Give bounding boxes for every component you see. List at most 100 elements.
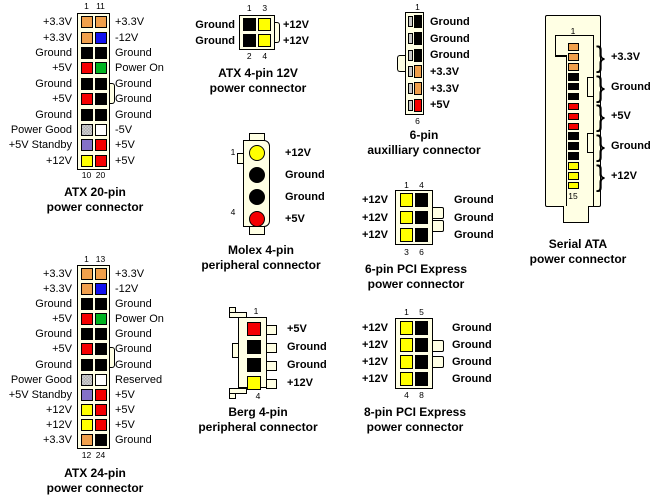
atx4-pin-number-top-right: 3 (262, 3, 268, 13)
pcie8-pin-label-right-0: Ground (452, 322, 492, 334)
aux6-pin-4 (413, 81, 422, 95)
atx20-caption: ATX 20-pin power connector (0, 185, 200, 214)
pcie6-caption-line2: power connector (367, 276, 465, 291)
atx24-pin-left-10 (80, 418, 93, 431)
berg-pin-number-top: 1 (253, 306, 259, 316)
sata-pin-2 (567, 53, 579, 61)
pcie8-latch-prong-1 (431, 356, 444, 368)
atx20-pin-label-right-5: Ground (115, 93, 152, 106)
aux6-pin-1 (413, 31, 422, 45)
aux6-pin-label-2: Ground (430, 49, 470, 62)
atx4-pin-number-bottom-left: 2 (246, 51, 252, 61)
pcie6-latch-prong-1 (431, 220, 444, 232)
atx20-pin-right-9 (94, 154, 107, 167)
atx24-pin-label-left-9: +12V (46, 403, 72, 416)
pcie8-pin-label-right-3: Ground (452, 373, 492, 385)
berg-bottom-hook (229, 393, 236, 399)
sata-key-step-line (555, 55, 567, 57)
atx20-pin-label-left-1: +3.3V (42, 31, 72, 44)
aux6-contact-tab-2 (408, 49, 413, 61)
pcie6-pin-label-left-1: +12V (362, 211, 388, 224)
atx4-caption-line2: power connector (209, 80, 307, 95)
aux6-contact-tab-1 (408, 32, 413, 44)
aux6-pin-label-4: +3.3V (430, 82, 460, 95)
sata-group-brace-0: } (596, 40, 606, 74)
sata-pin-11 (567, 142, 579, 150)
berg-pin-label-0: +5V (287, 323, 307, 335)
atx24-caption-line2: power connector (46, 480, 144, 495)
aux6-pin-number-top: 1 (415, 2, 420, 12)
aux6-pin-label-3: +3.3V (430, 65, 460, 78)
atx20-pin-left-2 (80, 47, 93, 59)
sata-caption: Serial ATA power connector (473, 237, 660, 266)
molex-caption-line1: Molex 4-pin (227, 243, 294, 257)
pcie8-pin-label-right-2: Ground (452, 356, 492, 368)
atx24-pin-label-left-10: +12V (46, 418, 72, 431)
sata-pin-number-bottom: 15 (568, 191, 578, 201)
atx24-pin-left-6 (80, 358, 93, 371)
molex-pin-label-2: Ground (285, 191, 325, 203)
sata-inner-tab-0 (587, 77, 594, 97)
pcie8-pin-right-2 (414, 355, 429, 369)
aux6-pin-5 (413, 98, 422, 112)
atx20-pin-label-left-3: +5V (52, 62, 72, 75)
molex-pin-number-bottom: 4 (230, 207, 236, 217)
atx24-pin-right-7 (94, 373, 107, 386)
atx20-pin-right-4 (94, 77, 107, 90)
atx24-connector-body (77, 265, 110, 449)
sata-pin-3 (567, 63, 579, 71)
pcie8-pin-left-1 (399, 338, 414, 352)
aux6-pin-label-0: Ground (430, 15, 470, 28)
atx20-caption-line1: ATX 20-pin (64, 185, 126, 199)
atx24-pin-right-4 (94, 328, 107, 341)
atx20-pin-label-right-7: -5V (115, 124, 133, 136)
pcie6-pin-label-right-2: Ground (454, 228, 494, 241)
atx24-pin-label-left-1: +3.3V (42, 283, 72, 296)
pcie8-latch-prong-0 (431, 340, 444, 352)
atx20-pin-label-left-5: +5V (52, 93, 72, 106)
atx20-pin-left-5 (80, 93, 93, 106)
sata-group-brace-1: } (596, 70, 606, 104)
atx4-pin-label-left-0: Ground (195, 18, 235, 31)
atx20-pin-right-5 (94, 93, 107, 106)
atx24-pin-left-0 (80, 268, 93, 281)
atx24-pin-right-5 (94, 343, 107, 356)
pcie8-pin-label-left-1: +12V (362, 339, 388, 351)
sata-pin-7 (567, 102, 579, 111)
atx20-pin-number-top-right: 11 (96, 1, 105, 11)
atx20-pin-number-bottom-left: 10 (81, 170, 92, 180)
sata-group-label-3: Ground (611, 140, 651, 153)
atx20-pin-left-1 (80, 31, 93, 44)
atx20-pin-left-9 (80, 154, 93, 167)
pcie8-pin-number-bottom-right: 8 (419, 390, 424, 400)
berg-pin-label-1: Ground (287, 341, 327, 353)
pcie6-pin-label-left-2: +12V (362, 228, 388, 241)
atx24-pin-label-left-8: +5V Standby (8, 388, 72, 401)
atx24-pin-label-right-0: +3.3V (115, 268, 145, 281)
atx20-pin-right-8 (94, 139, 107, 152)
pcie6-pin-right-0 (414, 193, 429, 207)
sata-pin-14 (567, 172, 579, 180)
atx24-pin-left-2 (80, 298, 93, 311)
atx20-pin-label-left-4: Ground (35, 77, 72, 90)
atx20-pin-right-3 (94, 62, 107, 75)
atx20-pin-number-bottom-right: 20 (95, 170, 106, 180)
berg-caption-line1: Berg 4-pin (228, 405, 288, 419)
aux6-contact-tab-5 (408, 99, 413, 111)
atx24-pin-label-left-7: Power Good (10, 373, 72, 386)
atx24-latch (108, 347, 115, 368)
atx24-pin-number-bottom-left: 12 (81, 450, 92, 460)
pcie8-pin-label-left-0: +12V (362, 322, 388, 334)
atx24-pin-label-right-9: +5V (115, 403, 135, 416)
pcie8-pin-right-1 (414, 338, 429, 352)
atx24-pin-left-9 (80, 403, 93, 416)
berg-pin-0 (247, 322, 261, 336)
atx24-pin-label-right-3: Power On (115, 313, 164, 326)
pcie8-pin-label-right-1: Ground (452, 339, 492, 351)
pcie6-pin-right-1 (414, 210, 429, 225)
atx24-pin-label-left-6: Ground (35, 358, 72, 371)
atx4-pin-left-0 (242, 18, 256, 31)
atx24-pin-label-right-6: Ground (115, 358, 152, 371)
atx20-pin-label-right-0: +3.3V (115, 16, 145, 29)
